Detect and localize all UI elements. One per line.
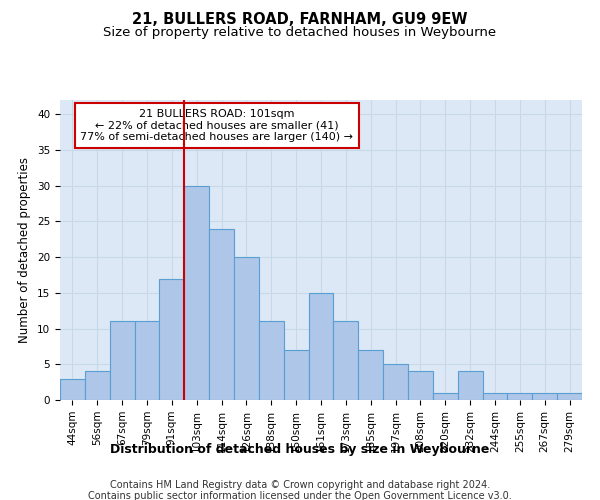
Bar [134, 322, 160, 400]
Bar [60, 378, 85, 400]
Bar [508, 393, 532, 400]
Y-axis label: Number of detached properties: Number of detached properties [19, 157, 31, 343]
Bar [458, 372, 482, 400]
Bar [358, 350, 383, 400]
Text: 21 BULLERS ROAD: 101sqm
← 22% of detached houses are smaller (41)
77% of semi-de: 21 BULLERS ROAD: 101sqm ← 22% of detache… [80, 109, 353, 142]
Bar [160, 278, 184, 400]
Bar [557, 393, 582, 400]
Bar [532, 393, 557, 400]
Bar [334, 322, 358, 400]
Bar [482, 393, 508, 400]
Text: Size of property relative to detached houses in Weybourne: Size of property relative to detached ho… [103, 26, 497, 39]
Bar [234, 257, 259, 400]
Bar [259, 322, 284, 400]
Bar [383, 364, 408, 400]
Text: Contains HM Land Registry data © Crown copyright and database right 2024.: Contains HM Land Registry data © Crown c… [110, 480, 490, 490]
Text: 21, BULLERS ROAD, FARNHAM, GU9 9EW: 21, BULLERS ROAD, FARNHAM, GU9 9EW [132, 12, 468, 28]
Bar [308, 293, 334, 400]
Bar [184, 186, 209, 400]
Text: Distribution of detached houses by size in Weybourne: Distribution of detached houses by size … [110, 442, 490, 456]
Bar [284, 350, 308, 400]
Bar [85, 372, 110, 400]
Bar [408, 372, 433, 400]
Bar [209, 228, 234, 400]
Bar [110, 322, 134, 400]
Text: Contains public sector information licensed under the Open Government Licence v3: Contains public sector information licen… [88, 491, 512, 500]
Bar [433, 393, 458, 400]
